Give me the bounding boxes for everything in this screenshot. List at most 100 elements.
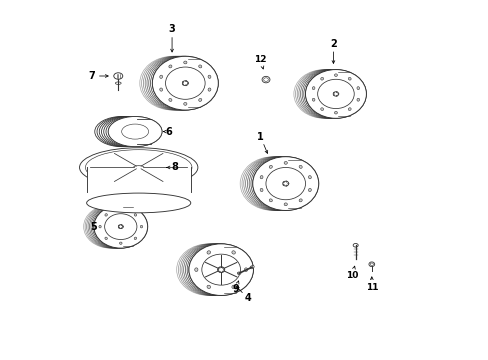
- Ellipse shape: [260, 188, 263, 192]
- Ellipse shape: [99, 225, 101, 228]
- Circle shape: [285, 181, 286, 182]
- Ellipse shape: [347, 108, 350, 111]
- Circle shape: [333, 92, 334, 93]
- Circle shape: [182, 81, 183, 82]
- Ellipse shape: [262, 76, 269, 83]
- Ellipse shape: [118, 225, 123, 229]
- Ellipse shape: [207, 88, 210, 91]
- Ellipse shape: [269, 165, 272, 168]
- Ellipse shape: [168, 65, 172, 68]
- Text: 1: 1: [257, 132, 264, 142]
- Circle shape: [187, 82, 188, 84]
- Ellipse shape: [119, 209, 122, 211]
- Circle shape: [122, 226, 123, 227]
- Ellipse shape: [244, 268, 247, 271]
- Ellipse shape: [237, 272, 241, 274]
- Ellipse shape: [308, 176, 311, 179]
- Circle shape: [223, 269, 224, 270]
- Ellipse shape: [252, 157, 318, 211]
- Ellipse shape: [183, 103, 186, 105]
- Ellipse shape: [160, 75, 162, 78]
- Text: 3: 3: [168, 24, 175, 35]
- Circle shape: [185, 81, 186, 82]
- Ellipse shape: [231, 285, 235, 288]
- Circle shape: [185, 85, 186, 86]
- Text: 12: 12: [254, 55, 266, 64]
- Circle shape: [219, 267, 220, 268]
- Ellipse shape: [119, 242, 122, 244]
- Text: 4: 4: [244, 293, 251, 303]
- Ellipse shape: [114, 73, 122, 79]
- Circle shape: [118, 227, 119, 228]
- Ellipse shape: [140, 225, 142, 228]
- Circle shape: [333, 95, 334, 96]
- Ellipse shape: [152, 56, 218, 110]
- Ellipse shape: [217, 267, 224, 273]
- Ellipse shape: [183, 61, 186, 64]
- Ellipse shape: [231, 251, 235, 254]
- Ellipse shape: [260, 176, 263, 179]
- Circle shape: [283, 184, 284, 185]
- Ellipse shape: [299, 165, 302, 168]
- Circle shape: [219, 271, 220, 272]
- Ellipse shape: [115, 82, 121, 85]
- Ellipse shape: [133, 166, 144, 169]
- Ellipse shape: [305, 69, 366, 118]
- Ellipse shape: [347, 77, 350, 80]
- Ellipse shape: [160, 88, 162, 91]
- Ellipse shape: [368, 262, 374, 267]
- Ellipse shape: [269, 199, 272, 202]
- Ellipse shape: [356, 87, 359, 90]
- Circle shape: [287, 183, 288, 184]
- Ellipse shape: [282, 181, 288, 186]
- Text: 5: 5: [90, 222, 97, 231]
- Ellipse shape: [320, 77, 323, 80]
- Ellipse shape: [334, 111, 337, 114]
- Circle shape: [118, 225, 119, 226]
- Ellipse shape: [312, 98, 314, 101]
- Ellipse shape: [299, 199, 302, 202]
- Text: 7: 7: [88, 71, 95, 81]
- Ellipse shape: [108, 117, 162, 147]
- Text: 10: 10: [345, 270, 358, 279]
- Ellipse shape: [134, 237, 136, 239]
- Ellipse shape: [308, 188, 311, 192]
- Ellipse shape: [80, 148, 198, 187]
- Text: 2: 2: [329, 39, 336, 49]
- Ellipse shape: [332, 92, 338, 96]
- Circle shape: [217, 269, 219, 270]
- Ellipse shape: [86, 193, 190, 213]
- Circle shape: [283, 182, 284, 183]
- Ellipse shape: [284, 162, 287, 164]
- Ellipse shape: [356, 98, 359, 101]
- Circle shape: [121, 228, 122, 229]
- Ellipse shape: [320, 108, 323, 111]
- Ellipse shape: [284, 203, 287, 206]
- Ellipse shape: [198, 98, 202, 102]
- Circle shape: [222, 267, 223, 268]
- Text: 11: 11: [365, 283, 377, 292]
- Ellipse shape: [134, 214, 136, 216]
- Ellipse shape: [188, 244, 253, 296]
- Ellipse shape: [206, 285, 210, 288]
- Ellipse shape: [105, 214, 107, 216]
- Ellipse shape: [168, 98, 172, 102]
- Text: 9: 9: [232, 284, 239, 294]
- Ellipse shape: [94, 205, 147, 248]
- Ellipse shape: [352, 243, 357, 247]
- Ellipse shape: [194, 268, 198, 271]
- Ellipse shape: [105, 237, 107, 239]
- FancyBboxPatch shape: [86, 167, 190, 192]
- Ellipse shape: [198, 65, 202, 68]
- Circle shape: [182, 84, 183, 85]
- Ellipse shape: [334, 74, 337, 76]
- Ellipse shape: [249, 266, 254, 269]
- Circle shape: [222, 271, 223, 272]
- Circle shape: [335, 91, 337, 93]
- Ellipse shape: [312, 87, 314, 90]
- Circle shape: [285, 185, 286, 186]
- Text: 6: 6: [165, 127, 172, 136]
- Ellipse shape: [207, 75, 210, 78]
- Circle shape: [337, 93, 338, 94]
- Ellipse shape: [206, 251, 210, 254]
